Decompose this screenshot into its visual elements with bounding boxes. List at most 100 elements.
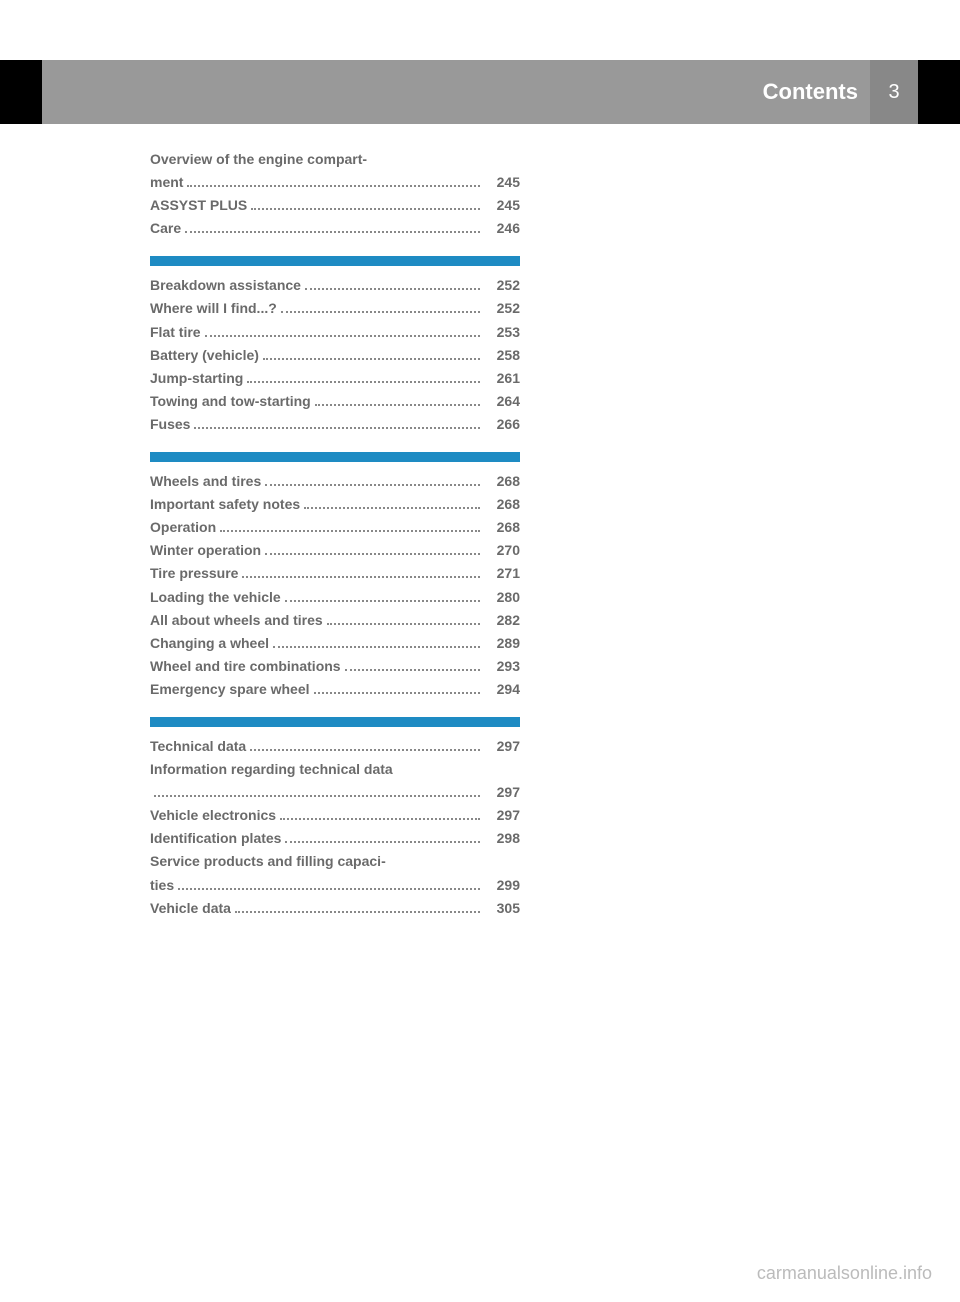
page-number-value: 3 — [888, 81, 899, 104]
toc-entry-page: 264 — [484, 390, 520, 413]
toc-dots — [263, 358, 480, 360]
toc-entry-label: Wheels and tires — [150, 470, 261, 493]
toc-dots — [185, 231, 480, 233]
toc-entry: ties 299 — [150, 874, 520, 897]
toc-entry: Winter operation 270 — [150, 539, 520, 562]
toc-entry-page: 268 — [484, 470, 520, 493]
toc-dots — [281, 311, 480, 313]
toc-entry-label: Flat tire — [150, 321, 201, 344]
toc-dots — [220, 530, 480, 532]
toc-entry-page: 252 — [484, 274, 520, 297]
toc-entry-label: Towing and tow-starting — [150, 390, 311, 413]
toc-entry: Loading the vehicle 280 — [150, 586, 520, 609]
toc-entry-page: 282 — [484, 609, 520, 632]
toc-entry-page: 289 — [484, 632, 520, 655]
toc-entry: Fuses 266 — [150, 413, 520, 436]
toc-dots — [265, 484, 480, 486]
toc-entry-page: 266 — [484, 413, 520, 436]
section-divider — [150, 717, 520, 727]
toc-entry-label: Battery (vehicle) — [150, 344, 259, 367]
toc-entry-page: 268 — [484, 493, 520, 516]
toc-dots — [285, 841, 480, 843]
toc-dots — [327, 623, 480, 625]
toc-dots — [315, 404, 480, 406]
toc-entry: Breakdown assistance 252 — [150, 274, 520, 297]
toc-dots — [251, 208, 480, 210]
toc-entry-label: ASSYST PLUS — [150, 194, 247, 217]
toc-entry-page: 245 — [484, 171, 520, 194]
toc-entry: All about wheels and tires 282 — [150, 609, 520, 632]
toc-entry-label: Technical data — [150, 735, 246, 758]
toc-entry: Wheel and tire combinations293 — [150, 655, 520, 678]
toc-dots — [178, 888, 480, 890]
edge-decoration-left — [0, 60, 42, 124]
toc-entry: Operation 268 — [150, 516, 520, 539]
toc-entry-label: Vehicle data — [150, 897, 231, 920]
toc-entry: ASSYST PLUS 245 — [150, 194, 520, 217]
toc-dots — [235, 911, 480, 913]
toc-entry-page: 280 — [484, 586, 520, 609]
toc-dots — [285, 600, 480, 602]
toc-entry: Important safety notes 268 — [150, 493, 520, 516]
toc-entry-label-top: Service products and filling capaci- — [150, 850, 520, 873]
toc-entry-label: Loading the vehicle — [150, 586, 281, 609]
toc-entry-label: All about wheels and tires — [150, 609, 323, 632]
toc-entry-page: 297 — [484, 735, 520, 758]
watermark: carmanualsonline.info — [757, 1263, 932, 1284]
toc-entry-label: Winter operation — [150, 539, 261, 562]
toc-entry-page: 299 — [484, 874, 520, 897]
toc-entry-label: Emergency spare wheel — [150, 678, 310, 701]
toc-entry-label: Operation — [150, 516, 216, 539]
toc-entry-label: Jump-starting — [150, 367, 243, 390]
toc-entry-label: Changing a wheel — [150, 632, 269, 655]
toc-entry: Changing a wheel 289 — [150, 632, 520, 655]
toc-entry: 297 — [150, 781, 520, 804]
toc-entry-page: 253 — [484, 321, 520, 344]
toc-entry-page: 270 — [484, 539, 520, 562]
toc-entry: Battery (vehicle)258 — [150, 344, 520, 367]
toc-entry-label-top: Overview of the engine compart- — [150, 148, 520, 171]
toc-dots — [242, 576, 480, 578]
toc-dots — [187, 185, 480, 187]
toc-dots — [265, 553, 480, 555]
toc-dots — [205, 335, 480, 337]
toc-dots — [273, 646, 480, 648]
toc-entry-page: 298 — [484, 827, 520, 850]
toc-entry-label-top: Information regarding technical data — [150, 758, 520, 781]
toc-entry: Towing and tow-starting 264 — [150, 390, 520, 413]
toc-entry: Vehicle electronics297 — [150, 804, 520, 827]
toc-entry-page: 271 — [484, 562, 520, 585]
toc-entry-label: Care — [150, 217, 181, 240]
toc-entry-label: Wheel and tire combinations — [150, 655, 341, 678]
toc-dots — [194, 427, 480, 429]
header-title: Contents — [763, 79, 858, 105]
toc-entry-label: Where will I find...? — [150, 297, 277, 320]
toc-content: Overview of the engine compart-ment245AS… — [150, 148, 520, 920]
header-bar: Contents 3 — [42, 60, 918, 124]
toc-entry-label: Breakdown assistance — [150, 274, 301, 297]
toc-entry: Technical data 297 — [150, 735, 520, 758]
toc-dots — [314, 692, 480, 694]
toc-entry-page: 252 — [484, 297, 520, 320]
toc-dots — [154, 795, 480, 797]
toc-dots — [304, 507, 480, 509]
toc-entry-label: ment — [150, 171, 183, 194]
section-divider — [150, 452, 520, 462]
toc-entry: Emergency spare wheel294 — [150, 678, 520, 701]
toc-entry: Tire pressure271 — [150, 562, 520, 585]
toc-entry-page: 268 — [484, 516, 520, 539]
toc-entry-label: Fuses — [150, 413, 190, 436]
toc-entry: Care246 — [150, 217, 520, 240]
toc-entry: Flat tire 253 — [150, 321, 520, 344]
toc-entry-page: 245 — [484, 194, 520, 217]
toc-entry: Identification plates298 — [150, 827, 520, 850]
toc-dots — [280, 818, 480, 820]
toc-entry: ment 245 — [150, 171, 520, 194]
toc-dots — [305, 288, 480, 290]
toc-entry-page: 261 — [484, 367, 520, 390]
toc-dots — [345, 669, 480, 671]
toc-entry-label: Important safety notes — [150, 493, 300, 516]
toc-dots — [250, 749, 480, 751]
toc-entry: Wheels and tires 268 — [150, 470, 520, 493]
toc-entry-label: ties — [150, 874, 174, 897]
